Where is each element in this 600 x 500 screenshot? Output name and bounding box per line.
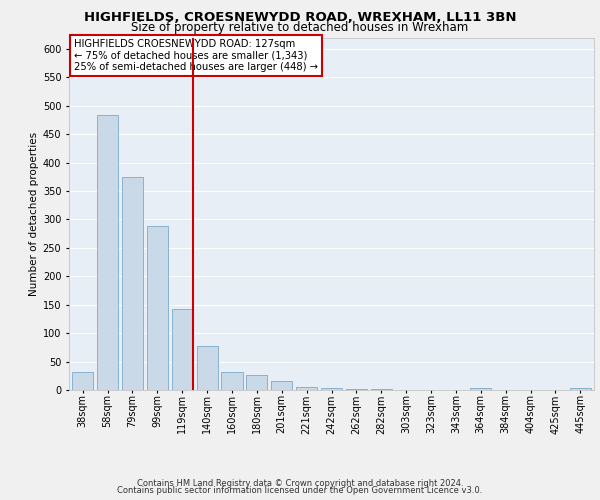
Bar <box>221 372 242 390</box>
Text: Size of property relative to detached houses in Wrexham: Size of property relative to detached ho… <box>131 21 469 34</box>
Bar <box>147 226 168 390</box>
Text: HIGHFIELDS, CROESNEWYDD ROAD, WREXHAM, LL11 3BN: HIGHFIELDS, CROESNEWYDD ROAD, WREXHAM, L… <box>84 11 516 24</box>
Bar <box>197 346 218 390</box>
Text: Contains HM Land Registry data © Crown copyright and database right 2024.: Contains HM Land Registry data © Crown c… <box>137 478 463 488</box>
Bar <box>246 374 268 390</box>
Y-axis label: Number of detached properties: Number of detached properties <box>29 132 38 296</box>
Bar <box>570 388 591 390</box>
Text: HIGHFIELDS CROESNEWYDD ROAD: 127sqm
← 75% of detached houses are smaller (1,343): HIGHFIELDS CROESNEWYDD ROAD: 127sqm ← 75… <box>74 40 318 72</box>
Bar <box>470 388 491 390</box>
Text: Contains public sector information licensed under the Open Government Licence v3: Contains public sector information licen… <box>118 486 482 495</box>
Bar <box>97 116 118 390</box>
Bar <box>122 177 143 390</box>
Bar <box>72 372 93 390</box>
Bar <box>172 308 193 390</box>
Bar <box>296 386 317 390</box>
Bar <box>271 382 292 390</box>
Bar <box>321 388 342 390</box>
